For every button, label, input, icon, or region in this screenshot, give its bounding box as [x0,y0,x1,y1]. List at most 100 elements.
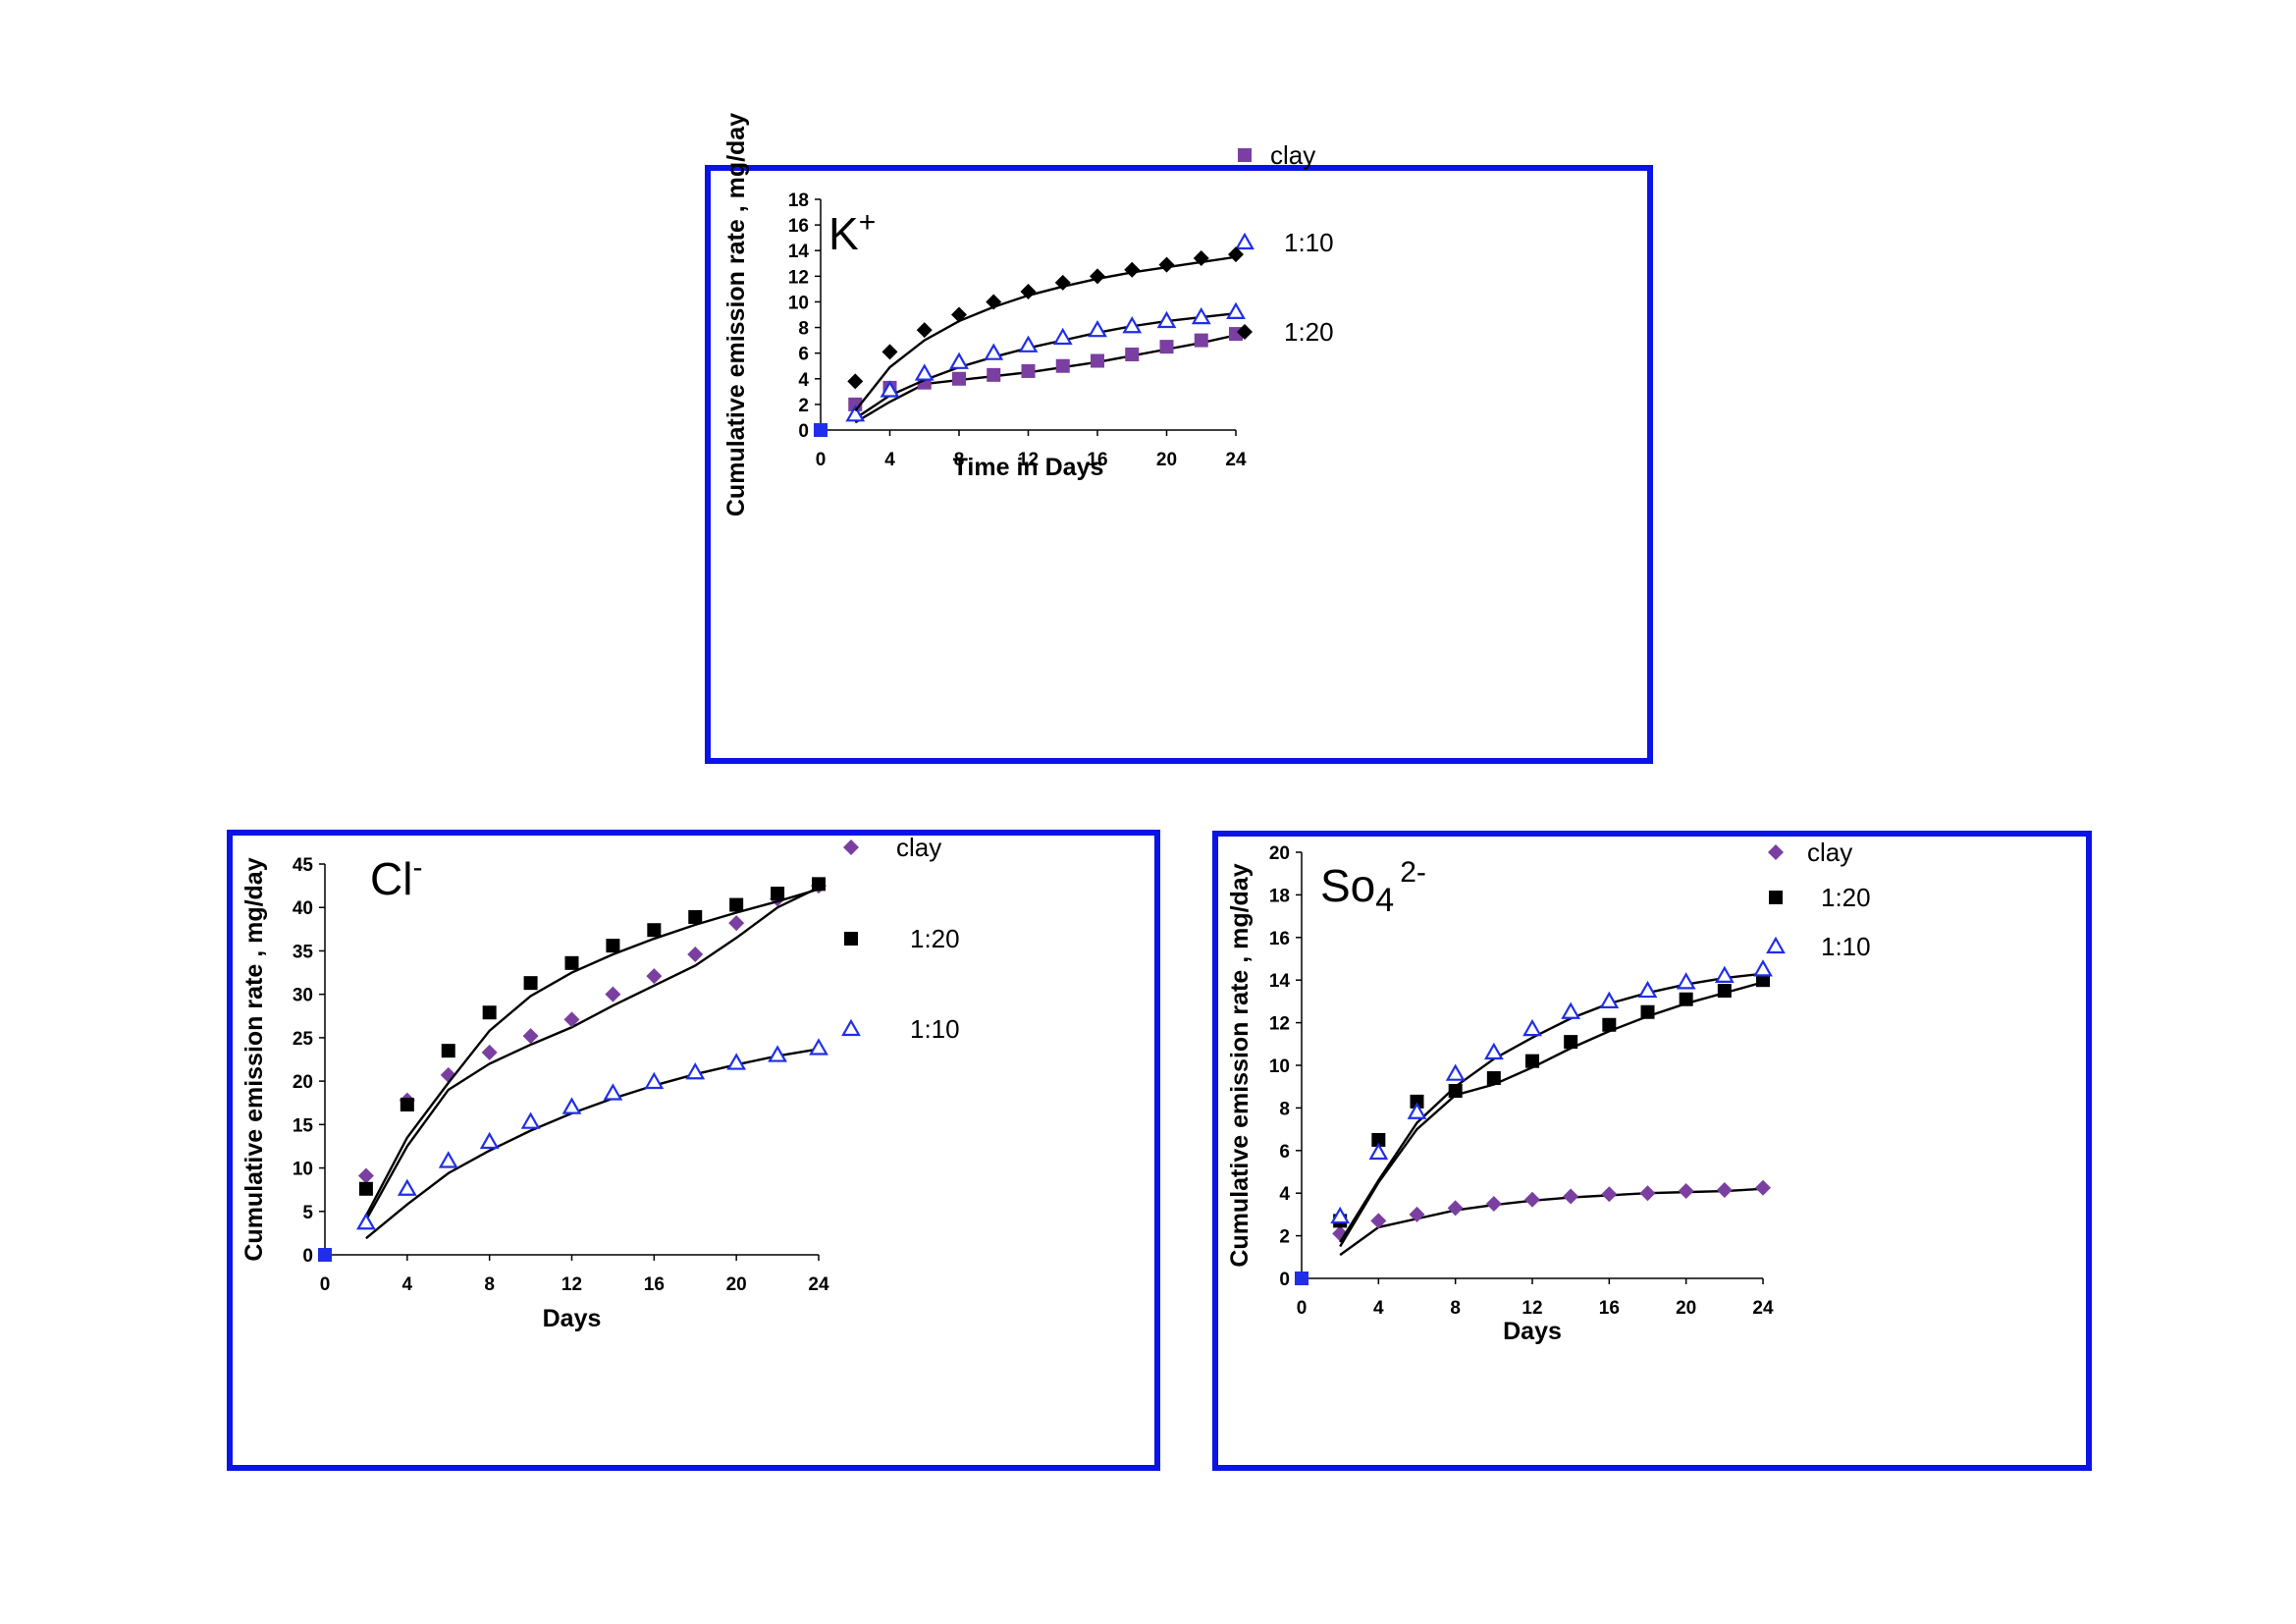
data-point [916,322,933,339]
y-axis-label: Cumulative emission rate , mg/day [240,857,268,1261]
x-tick-label: 0 [1297,1298,1308,1319]
y-tick-label: 6 [1279,1142,1290,1163]
legend-marker [1769,891,1783,904]
data-point [397,1178,417,1196]
data-point [440,1066,456,1083]
y-tick-label: 4 [1279,1184,1290,1205]
data-point [1054,274,1071,291]
x-tick-label: 24 [808,1274,829,1295]
fit-line [364,888,820,1217]
data-point [357,1167,374,1184]
legend-label: clay [1270,140,1315,170]
legend-marker [1238,148,1252,162]
data-point [814,423,828,437]
y-tick-label: 45 [293,855,314,876]
data-point [563,1011,580,1028]
data-point [1021,363,1036,378]
data-point [768,1045,787,1062]
data-point [400,1097,414,1111]
legend-marker [1768,844,1784,860]
data-point [881,344,898,360]
data-point [1525,1054,1539,1068]
data-point [1483,1042,1504,1060]
x-tick-label: 20 [1156,450,1177,470]
data-point [1447,1200,1464,1217]
x-tick-label: 20 [726,1274,747,1295]
legend-label: 1:20 [1284,317,1334,347]
data-point [523,976,538,991]
x-tick-label: 20 [1676,1298,1696,1319]
y-tick-label: 40 [293,898,313,919]
data-point [880,380,900,398]
data-point [647,923,662,938]
y-tick-label: 35 [293,942,314,962]
data-point [520,1111,541,1129]
y-tick-label: 20 [293,1072,313,1093]
data-point [644,1071,665,1090]
legend-marker [1766,936,1786,954]
data-point [1602,1017,1617,1032]
ion-label: So42- [1320,856,1426,919]
x-tick-label: 24 [1225,450,1247,470]
data-point [358,1181,373,1196]
data-point [1639,1185,1656,1202]
y-tick-label: 4 [798,370,809,391]
data-point [1486,1071,1501,1086]
y-tick-label: 10 [1269,1056,1290,1077]
series-clay [1295,1179,1771,1285]
y-tick-label: 10 [788,293,809,313]
data-point [1640,1004,1655,1019]
data-point [1368,1142,1389,1161]
data-point [1601,1186,1618,1203]
x-tick-label: 8 [1450,1298,1461,1319]
data-point [771,887,785,901]
data-point [1156,310,1177,329]
data-point [1407,1102,1427,1119]
y-tick-label: 18 [788,190,809,211]
data-point [1122,316,1143,334]
series-1-20 [318,877,826,1262]
data-point [1018,335,1039,352]
data-point [1448,1084,1463,1099]
data-point [1091,353,1104,368]
fit-line [364,886,820,1221]
x-tick-label: 8 [484,1274,495,1295]
y-tick-label: 25 [293,1029,314,1050]
data-point [438,1151,458,1168]
y-tick-label: 14 [788,242,810,262]
data-point [812,877,826,892]
series-1-20 [1295,973,1770,1285]
x-tick-label: 4 [402,1274,413,1295]
y-tick-label: 5 [302,1203,313,1223]
legend-marker [1235,232,1255,250]
data-point [1124,261,1141,278]
data-point [1194,333,1208,348]
chart-cl-svg: 0 5 10 15 20 25 30 35 40 45 0 4 8 12 16 20 24 Days Cumulat… [240,833,960,1332]
y-tick-label: 16 [1269,929,1290,949]
data-point [603,1083,623,1101]
data-point [951,306,967,323]
x-tick-label: 0 [320,1274,331,1295]
data-point [1676,972,1696,990]
data-point [1410,1094,1424,1109]
x-tick-label: 16 [1087,450,1107,470]
legend-label: 1:10 [1821,932,1871,961]
y-tick-label: 2 [1279,1227,1290,1248]
series-1-10 [318,1038,828,1262]
data-point [1445,1063,1466,1081]
data-point [845,405,866,422]
data-point [1370,1213,1387,1229]
data-point [729,897,744,912]
data-point [1158,256,1175,273]
data-point [1159,340,1174,354]
data-point [606,939,620,953]
y-axis-label: Cumulative emission rate , mg/day [722,113,750,516]
chart-panel-potassium: 0 2 4 6 8 10 12 14 16 18 0 4 8 12 16 20 24 Time in Days Cu… [705,113,1653,764]
chart-panel-sulfate: 0 2 4 6 8 10 12 14 16 18 20 0 4 8 12 16 20 24 Days Cumulati… [1212,831,2092,1471]
data-point [984,343,1004,360]
data-point [687,946,704,962]
x-axis-label: Days [543,1305,602,1332]
data-point [482,1005,497,1020]
y-tick-label: 2 [798,396,809,416]
data-point [1052,327,1073,346]
